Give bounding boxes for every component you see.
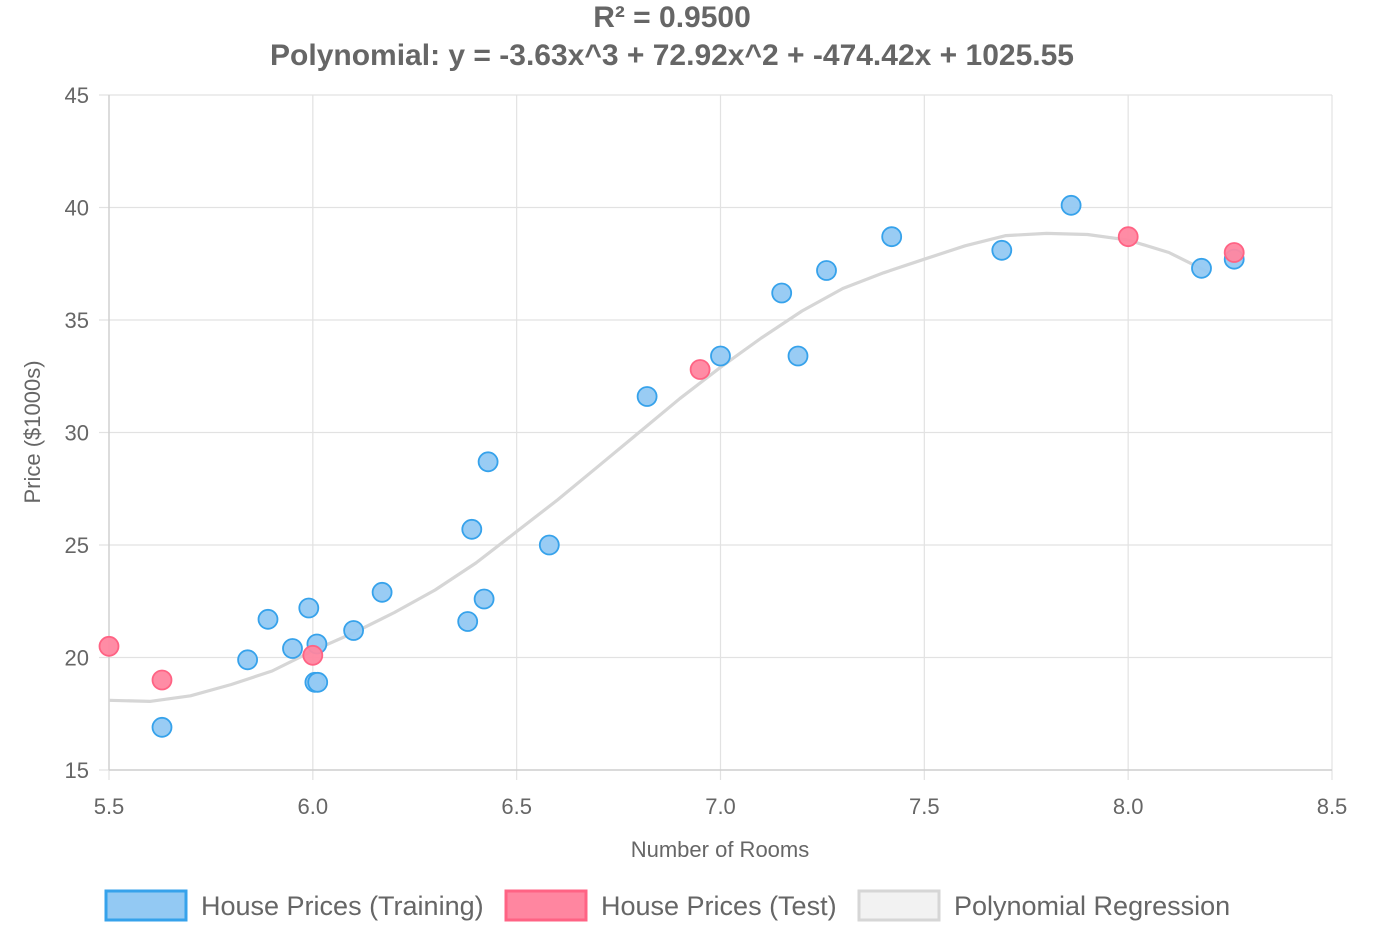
grid xyxy=(99,94,1333,780)
training-point xyxy=(991,239,1013,261)
y-tick-label: 20 xyxy=(65,646,89,671)
y-tick-label: 45 xyxy=(65,83,89,108)
y-tick-label: 25 xyxy=(65,533,89,558)
legend: House Prices (Training) House Prices (Tes… xyxy=(104,889,1230,922)
chart-title: R² = 0.9500 xyxy=(593,1,751,34)
test-point xyxy=(689,359,711,380)
test-point xyxy=(1117,226,1139,248)
training-point xyxy=(477,451,499,473)
x-axis-title: Number of Rooms xyxy=(631,837,810,862)
training-point xyxy=(1191,257,1212,279)
y-axis-title: Price ($1000s) xyxy=(20,360,45,503)
legend-label-regression: Polynomial Regression xyxy=(954,891,1230,921)
regression-line-layer xyxy=(108,231,1211,703)
training-point xyxy=(771,282,793,304)
y-tick-label: 35 xyxy=(65,308,89,333)
legend-swatch-regression xyxy=(857,889,941,922)
x-tick-label: 7.5 xyxy=(909,794,940,819)
training-point xyxy=(538,534,560,556)
training-point xyxy=(307,671,329,693)
test-point xyxy=(151,669,173,691)
training-point xyxy=(298,597,320,619)
test-point xyxy=(98,635,120,657)
training-point xyxy=(151,716,173,738)
training-point xyxy=(257,608,279,630)
legend-swatch-test xyxy=(504,889,588,922)
training-point xyxy=(816,260,837,281)
training-point xyxy=(237,649,259,671)
legend-swatch-training xyxy=(104,889,188,922)
training-point xyxy=(461,518,483,540)
chart-subtitle: Polynomial: y = -3.63x^3 + 72.92x^2 + -4… xyxy=(270,39,1074,72)
x-tick-label: 8.5 xyxy=(1317,794,1348,819)
y-tick-label: 30 xyxy=(65,421,89,446)
legend-label-training: House Prices (Training) xyxy=(201,891,484,921)
training-point xyxy=(457,611,479,632)
y-tick-label: 40 xyxy=(65,196,89,221)
training-point xyxy=(881,226,903,248)
x-tick-label: 6.5 xyxy=(501,794,532,819)
test-point xyxy=(302,644,324,666)
test-point xyxy=(1223,242,1245,263)
training-point xyxy=(371,581,393,603)
training-point xyxy=(636,386,658,407)
y-tick-label: 15 xyxy=(65,758,89,783)
x-tick-label: 5.5 xyxy=(94,794,125,819)
legend-label-test: House Prices (Test) xyxy=(601,891,837,921)
points-layer xyxy=(98,194,1245,738)
regression-line xyxy=(108,231,1211,703)
x-tick-label: 6.0 xyxy=(298,794,329,819)
x-tick-label: 7.0 xyxy=(705,794,736,819)
training-point xyxy=(1060,194,1082,216)
training-point xyxy=(282,638,303,659)
axes: 5.5 6.0 6.5 7.0 7.5 8.0 8.5 15 20 25 30 35 40 45 xyxy=(65,83,1348,819)
training-point xyxy=(710,345,731,367)
training-point xyxy=(343,620,365,641)
training-point xyxy=(787,345,809,367)
x-tick-label: 8.0 xyxy=(1113,794,1144,819)
training-point xyxy=(473,588,495,610)
